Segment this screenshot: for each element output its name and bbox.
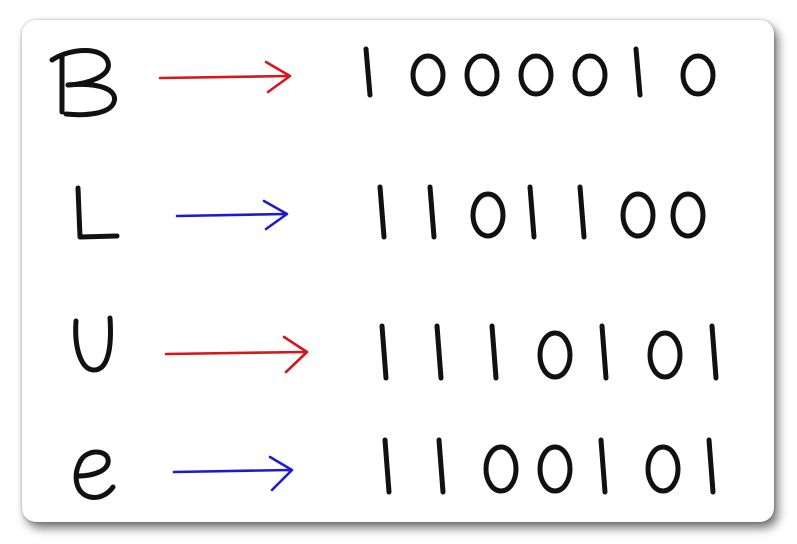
digit-one (633, 46, 643, 98)
digit-one (379, 323, 389, 381)
digit-zero (645, 444, 681, 494)
digit-zero (470, 191, 506, 239)
digit-one (598, 437, 608, 495)
digit-zero (647, 330, 683, 380)
digit-one (436, 437, 446, 495)
arrow-row-2 (175, 199, 289, 231)
digit-one (489, 323, 499, 381)
digit-one (577, 184, 587, 240)
whiteboard-card (22, 20, 774, 522)
digit-zero (620, 191, 656, 239)
digit-zero (483, 444, 519, 494)
digit-one (363, 46, 373, 98)
digit-zero (464, 53, 500, 97)
digit-zero (680, 53, 716, 97)
digit-one (382, 437, 392, 495)
digit-one (427, 184, 437, 240)
digit-one (434, 323, 444, 381)
binary-row-1 (363, 46, 716, 98)
digit-zero (537, 444, 573, 494)
arrow-row-1 (158, 60, 292, 94)
arrow-row-4 (172, 455, 294, 492)
digit-one (709, 323, 719, 381)
binary-digits (363, 46, 719, 495)
digit-zero (410, 53, 446, 97)
digit-one (599, 323, 609, 381)
digit-zero (572, 53, 608, 97)
letter-b (49, 48, 118, 118)
binary-row-4 (382, 437, 716, 495)
binary-row-2 (377, 184, 706, 240)
digit-zero (518, 53, 554, 97)
digit-zero (670, 191, 706, 239)
digit-one (706, 437, 716, 495)
arrow-row-3 (164, 335, 309, 374)
binary-row-3 (379, 323, 719, 381)
letter-e (73, 449, 116, 500)
letter-u (73, 315, 113, 373)
digit-one (377, 184, 387, 240)
digit-zero (537, 330, 573, 380)
digit-one (527, 184, 537, 240)
letter-l (75, 185, 120, 240)
